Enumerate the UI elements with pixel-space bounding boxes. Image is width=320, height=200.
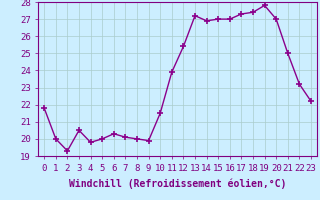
X-axis label: Windchill (Refroidissement éolien,°C): Windchill (Refroidissement éolien,°C) [69,178,286,189]
